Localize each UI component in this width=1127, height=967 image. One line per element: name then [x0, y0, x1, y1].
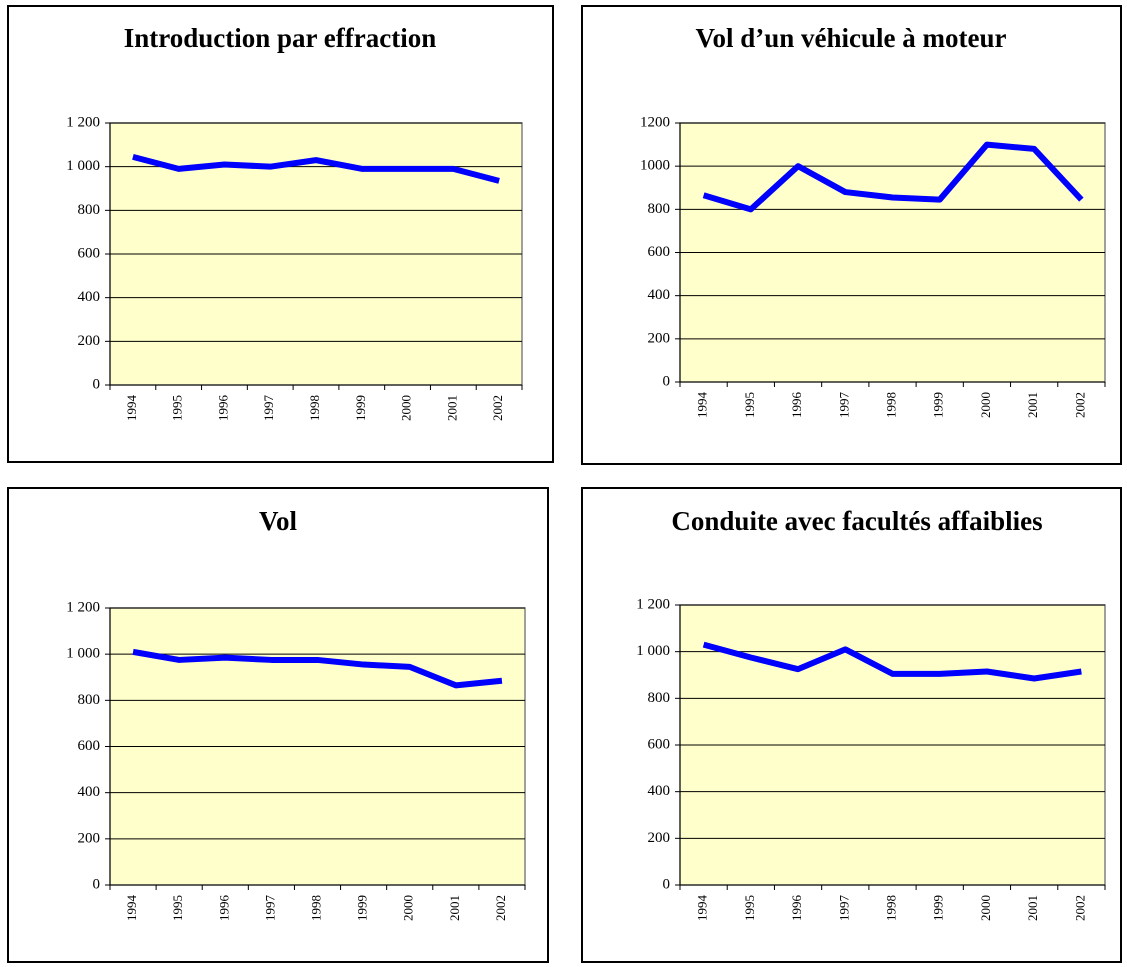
chart-title: Vol d’un véhicule à moteur — [695, 23, 1006, 53]
x-tick-label: 2002 — [490, 395, 505, 421]
y-tick-label: 0 — [93, 876, 101, 892]
x-tick-label: 1996 — [789, 392, 804, 419]
x-tick-label: 1996 — [789, 895, 804, 922]
x-tick-label: 2001 — [1025, 895, 1040, 921]
x-tick-label: 1998 — [883, 392, 898, 418]
y-tick-label: 1 000 — [66, 158, 100, 174]
line — [132, 153, 500, 184]
chart-title: Vol — [259, 506, 298, 536]
x-tick-label: 1995 — [742, 392, 757, 418]
x-labels: 1994 1995 1996 1997 1998 1999 2000 2001 2002 — [695, 392, 1088, 419]
x-tick-label: 1996 — [216, 895, 231, 922]
x-tick-label: 2000 — [978, 392, 993, 418]
x-tick-label: 2000 — [401, 895, 416, 921]
chart-title: Conduite avec facultés affaiblies — [671, 506, 1042, 536]
y-tick-label: 400 — [648, 287, 671, 303]
x-tick-label: 1998 — [308, 895, 323, 921]
x-tick-label: 2000 — [978, 895, 993, 921]
y-tick-label: 0 — [663, 373, 671, 389]
y-tick-label: 1200 — [640, 114, 670, 130]
x-tick-label: 2001 — [1025, 392, 1040, 418]
x-tick-label: 1995 — [170, 395, 185, 421]
x-tick-label: 1995 — [742, 895, 757, 921]
y-tick-label: 600 — [78, 245, 101, 261]
x-tick-label: 2001 — [447, 895, 462, 921]
x-tick-label: 2002 — [1072, 895, 1087, 921]
x-tick-label: 1997 — [261, 395, 276, 422]
x-tick-label: 1994 — [695, 895, 710, 922]
y-tick-label: 0 — [93, 376, 101, 392]
x-tick-label: 1995 — [170, 895, 185, 921]
line — [132, 648, 503, 689]
x-tick-label: 1996 — [215, 395, 230, 422]
x-tick-label: 1998 — [307, 395, 322, 421]
y-tick-label: 600 — [78, 738, 101, 754]
y-tick-label: 200 — [648, 830, 671, 846]
y-tick-label: 0 — [663, 876, 671, 892]
line — [702, 141, 1084, 213]
x-labels: 1994 1995 1996 1997 1998 1999 2000 2001 2002 — [124, 395, 505, 422]
x-tick-label: 1997 — [262, 895, 277, 922]
y-tick-label: 800 — [78, 202, 101, 218]
x-tick-label: 1994 — [695, 392, 710, 419]
x-labels: 1994 1995 1996 1997 1998 1999 2000 2001 2002 — [695, 895, 1088, 922]
y-tick-label: 400 — [648, 783, 671, 799]
y-tick-label: 1 200 — [636, 596, 670, 612]
x-tick-label: 1999 — [355, 895, 370, 921]
y-tick-label: 1 000 — [66, 646, 100, 662]
x-tick-label: 2001 — [444, 395, 459, 421]
y-tick-label: 800 — [648, 201, 671, 217]
y-tick-label: 800 — [648, 690, 671, 706]
y-tick-label: 1000 — [640, 158, 670, 174]
y-tick-label: 1 200 — [66, 599, 100, 615]
x-tick-label: 1997 — [836, 392, 851, 419]
y-tick-label: 800 — [78, 692, 101, 708]
y-tick-label: 200 — [78, 830, 101, 846]
y-tick-label: 400 — [78, 289, 101, 305]
y-tick-label: 1 000 — [636, 643, 670, 659]
x-tick-label: 2000 — [399, 395, 414, 421]
x-tick-label: 1994 — [124, 395, 139, 422]
y-tick-label: 1 200 — [66, 114, 100, 130]
x-tick-label: 1998 — [883, 895, 898, 921]
x-tick-label: 1997 — [836, 895, 851, 922]
y-tick-label: 200 — [648, 330, 671, 346]
y-tick-label: 600 — [648, 244, 671, 260]
x-tick-label: 2002 — [493, 895, 508, 921]
x-tick-label: 1999 — [931, 895, 946, 921]
y-tick-label: 200 — [78, 333, 101, 349]
line — [702, 641, 1082, 682]
chart-title: Introduction par effraction — [124, 23, 437, 53]
x-tick-label: 1999 — [931, 392, 946, 418]
x-labels: 1994 1995 1996 1997 1998 1999 2000 2001 2002 — [124, 895, 508, 922]
y-tick-label: 400 — [78, 784, 101, 800]
x-tick-label: 1999 — [353, 395, 368, 421]
x-tick-label: 1994 — [124, 895, 139, 922]
x-tick-label: 2002 — [1072, 392, 1087, 418]
y-tick-label: 600 — [648, 736, 671, 752]
